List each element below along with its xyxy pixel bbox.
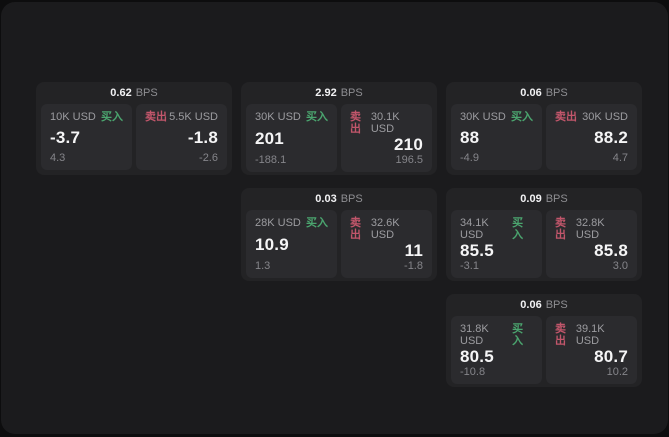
- sell-amount: 5.5K USD: [169, 111, 218, 123]
- buy-sub-value: -188.1: [255, 154, 287, 166]
- buy-side-label: 买入: [511, 111, 533, 123]
- bps-value: 0.06: [520, 87, 542, 99]
- bps-spread-header: 0.06 BPS: [451, 297, 637, 314]
- bps-unit: BPS: [135, 87, 158, 99]
- sell-sub-value: 10.2: [606, 366, 628, 378]
- bps-value: 0.62: [110, 87, 132, 99]
- bps-unit: BPS: [340, 193, 363, 205]
- buy-amount: 31.8K USD: [460, 323, 489, 347]
- sell-side-label: 卖出: [350, 217, 361, 241]
- buy-side-label: 买入: [101, 111, 123, 123]
- buy-price: 10.9: [255, 235, 289, 254]
- buy-sub-value: -10.8: [460, 366, 486, 378]
- bps-unit: BPS: [340, 87, 363, 99]
- sell-sub-value: 196.5: [395, 154, 423, 166]
- sell-price: 210: [394, 135, 423, 154]
- sell-amount: 39.1K USD: [575, 323, 605, 347]
- buy-amount: 10K USD: [50, 111, 96, 123]
- sell-side-label: 卖出: [350, 111, 361, 135]
- sell-sub-value: -2.6: [199, 152, 218, 164]
- buy-quote-panel[interactable]: 28K USD 买入 10.9 1.3: [246, 210, 337, 278]
- buy-quote-panel[interactable]: 34.1K USD 买入 85.5 -3.1: [451, 210, 542, 278]
- quote-card: 0.03 BPS 28K USD 买入 10.9 1.3 卖出 32.6K US…: [241, 188, 437, 281]
- buy-price: 201: [255, 129, 284, 148]
- buy-amount: 30K USD: [255, 111, 301, 123]
- sell-amount: 32.8K USD: [575, 217, 605, 241]
- sell-side-label: 卖出: [555, 323, 566, 347]
- quote-card: 2.92 BPS 30K USD 买入 201 -188.1 卖出 30.1K …: [241, 82, 437, 175]
- buy-price: -3.7: [50, 128, 81, 147]
- bps-value: 2.92: [315, 87, 337, 99]
- sell-price: 88.2: [594, 128, 628, 147]
- sell-price: -1.8: [187, 128, 218, 147]
- buy-side-label: 买入: [512, 323, 524, 347]
- buy-quote-panel[interactable]: 31.8K USD 买入 80.5 -10.8: [451, 316, 542, 384]
- sell-amount: 32.6K USD: [370, 217, 400, 241]
- bps-spread-header: 0.62 BPS: [41, 85, 227, 102]
- sell-amount: 30K USD: [582, 111, 628, 123]
- buy-quote-panel[interactable]: 30K USD 买入 88 -4.9: [451, 104, 542, 170]
- quote-card: 0.62 BPS 10K USD 买入 -3.7 4.3 卖出 5.5K USD: [36, 82, 232, 175]
- sell-quote-panel[interactable]: 卖出 32.6K USD 11 -1.8: [341, 210, 432, 278]
- sell-quote-panel[interactable]: 卖出 30.1K USD 210 196.5: [341, 104, 432, 172]
- buy-sub-value: -3.1: [460, 260, 479, 272]
- buy-amount: 28K USD: [255, 217, 301, 229]
- sell-amount: 30.1K USD: [370, 111, 400, 135]
- buy-sub-value: 1.3: [255, 260, 271, 272]
- sell-quote-panel[interactable]: 卖出 39.1K USD 80.7 10.2: [546, 316, 637, 384]
- bps-unit: BPS: [545, 299, 568, 311]
- sell-sub-value: 3.0: [612, 260, 628, 272]
- buy-price: 80.5: [460, 347, 494, 366]
- bps-spread-header: 0.03 BPS: [246, 191, 432, 208]
- bps-value: 0.09: [520, 193, 542, 205]
- sell-price: 11: [404, 241, 423, 260]
- buy-side-label: 买入: [306, 111, 328, 123]
- quote-cards-grid: 0.62 BPS 10K USD 买入 -3.7 4.3 卖出 5.5K USD: [36, 82, 642, 387]
- bps-value: 0.06: [520, 299, 542, 311]
- buy-quote-panel[interactable]: 10K USD 买入 -3.7 4.3: [41, 104, 132, 170]
- sell-side-label: 卖出: [555, 217, 566, 241]
- buy-price: 85.5: [460, 241, 494, 260]
- quote-card: 0.06 BPS 31.8K USD 买入 80.5 -10.8 卖出 39.1…: [446, 294, 642, 387]
- quote-card: 0.09 BPS 34.1K USD 买入 85.5 -3.1 卖出 32.8K…: [446, 188, 642, 281]
- bps-unit: BPS: [545, 87, 568, 99]
- sell-side-label: 卖出: [145, 111, 167, 123]
- buy-side-label: 买入: [306, 217, 328, 229]
- sell-sub-value: -1.8: [404, 260, 423, 272]
- buy-amount: 34.1K USD: [460, 217, 489, 241]
- buy-amount: 30K USD: [460, 111, 506, 123]
- sell-side-label: 卖出: [555, 111, 577, 123]
- sell-quote-panel[interactable]: 卖出 5.5K USD -1.8 -2.6: [136, 104, 227, 170]
- quote-card: 0.06 BPS 30K USD 买入 88 -4.9 卖出 30K USD: [446, 82, 642, 175]
- buy-sub-value: -4.9: [460, 152, 479, 164]
- bps-value: 0.03: [315, 193, 337, 205]
- bps-spread-header: 2.92 BPS: [246, 85, 432, 102]
- sell-price: 85.8: [594, 241, 628, 260]
- buy-quote-panel[interactable]: 30K USD 买入 201 -188.1: [246, 104, 337, 172]
- buy-side-label: 买入: [512, 217, 524, 241]
- sell-sub-value: 4.7: [612, 152, 628, 164]
- sell-quote-panel[interactable]: 卖出 32.8K USD 85.8 3.0: [546, 210, 637, 278]
- buy-sub-value: 4.3: [50, 152, 66, 164]
- bps-unit: BPS: [545, 193, 568, 205]
- buy-price: 88: [460, 128, 480, 147]
- bps-spread-header: 0.06 BPS: [451, 85, 637, 102]
- sell-quote-panel[interactable]: 卖出 30K USD 88.2 4.7: [546, 104, 637, 170]
- bps-spread-header: 0.09 BPS: [451, 191, 637, 208]
- sell-price: 80.7: [594, 347, 628, 366]
